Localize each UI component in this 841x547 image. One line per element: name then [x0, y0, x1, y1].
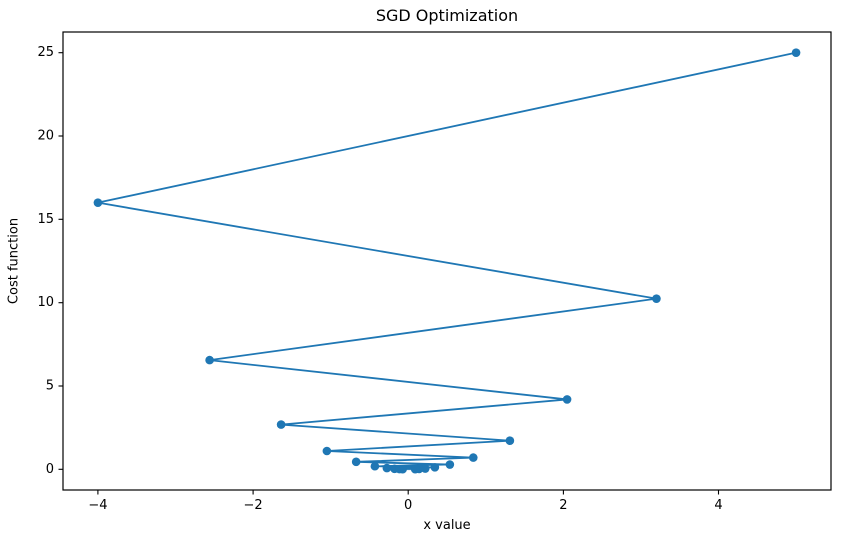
data-point: [420, 464, 430, 473]
x-tick-label: 0: [404, 498, 412, 513]
data-point: [93, 198, 103, 207]
y-tick-label: 0: [46, 462, 54, 477]
data-point: [205, 355, 214, 365]
sgd-path-line: [97, 51, 797, 471]
data-point: [791, 48, 801, 57]
y-axis-label: Cost function: [6, 217, 22, 305]
data-point: [445, 460, 455, 469]
data-point: [505, 436, 515, 446]
x-tick-label: −2: [244, 498, 263, 513]
plot-border: [62, 31, 832, 491]
x-tick-label: −4: [88, 498, 107, 513]
x-axis-label: x value: [423, 518, 471, 533]
data-point: [652, 294, 661, 303]
data-point: [410, 464, 420, 474]
data-point: [276, 420, 286, 429]
data-point: [351, 457, 361, 467]
y-tick-label: 10: [37, 295, 54, 310]
y-tick-label: 5: [46, 379, 54, 394]
data-point: [370, 461, 380, 471]
chart-title: SGD Optimization: [375, 6, 519, 25]
data-point: [322, 446, 332, 456]
data-point: [382, 463, 392, 473]
y-tick-label: 20: [37, 129, 54, 144]
y-tick-label: 25: [37, 45, 54, 60]
x-tick-label: 2: [559, 498, 567, 513]
data-point: [468, 453, 478, 462]
data-point: [430, 463, 440, 472]
y-tick-label: 15: [37, 212, 54, 227]
x-tick-label: 4: [714, 498, 722, 513]
data-point: [398, 464, 407, 474]
data-point: [562, 395, 572, 404]
